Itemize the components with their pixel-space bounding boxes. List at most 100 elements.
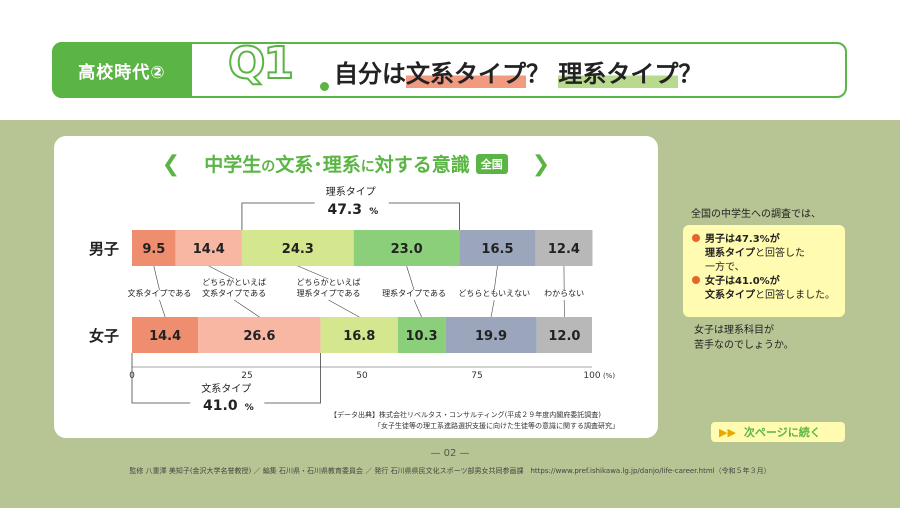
- summary-middle: 一方で、: [705, 262, 745, 273]
- annotation-unit: %: [245, 403, 254, 413]
- chart-title: ❮ 中学生の文系･理系に対する意識 全国 ❯: [0, 150, 712, 177]
- category-label: 女子: [89, 327, 119, 345]
- summary-girls-bold: 女子は41.0%が: [705, 276, 780, 287]
- chart-card: [54, 136, 658, 438]
- x-tick-label: 75: [471, 371, 482, 381]
- summary-boys-bold: 男子は47.3%が: [705, 234, 780, 245]
- chart-title-part2: の: [261, 159, 276, 175]
- bunkei-bracket: [131, 353, 321, 404]
- summary-item-boys: 男子は47.3%が: [692, 233, 837, 247]
- data-source: 【データ出典】株式会社リベルタス・コンサルティング(平成２９年度内閣府委託調査)…: [330, 410, 619, 432]
- x-tick-label: 50: [356, 371, 368, 381]
- chart-title-part3: 文系･理系: [275, 154, 361, 176]
- sidebar-outro: 女子は理系科目が 苦手なのでしょうか。: [694, 323, 794, 353]
- section-tab: 高校時代②: [52, 42, 192, 98]
- annotation-unit: %: [369, 207, 378, 217]
- next-page-label: 次ページに続く: [743, 426, 821, 439]
- bar-value-label: 16.5: [481, 242, 513, 257]
- leader-line: [406, 265, 415, 291]
- page-number: — 02 —: [430, 448, 470, 459]
- summary-boys-line2: 理系タイプと回答した: [692, 247, 837, 261]
- annotation-bg: [314, 201, 389, 218]
- bar-value-label: 24.3: [282, 242, 314, 257]
- question-number: Q1: [227, 37, 295, 90]
- series-label: どちらかといえば: [297, 278, 361, 287]
- x-tick-label: 25: [241, 371, 252, 381]
- bar-segment: [459, 230, 536, 266]
- series-label: どちらかといえば: [202, 278, 266, 287]
- annotation-label: 文系タイプ: [201, 382, 251, 395]
- summary-girls-line2: 文系タイプと回答しました。: [692, 289, 837, 303]
- leader-line: [153, 265, 160, 291]
- bar-segment: [175, 230, 242, 266]
- chart-title-part5: 対する意識: [374, 154, 470, 176]
- bar-value-label: 9.5: [142, 242, 165, 257]
- nationwide-badge: 全国: [475, 154, 508, 174]
- source-line-1: 【データ出典】株式会社リベルタス・コンサルティング(平成２９年度内閣府委託調査): [330, 411, 602, 419]
- annotation-value: 47.3: [327, 202, 362, 218]
- bar-value-label: 23.0: [391, 242, 423, 257]
- leader-line: [493, 265, 498, 291]
- question-highlight-bunkei: 文系タイプ: [406, 60, 526, 88]
- bar-segment: [535, 230, 593, 266]
- bar-segment: [536, 317, 592, 353]
- summary-note: 男子は47.3%が 理系タイプと回答した 一方で、 女子は41.0%が 文系タイ…: [683, 225, 845, 317]
- question-highlight-rikei: 理系タイプ: [558, 60, 679, 88]
- x-tick-label: 100: [583, 371, 600, 381]
- leader-line: [328, 299, 360, 318]
- bullet-icon: [692, 234, 700, 242]
- sidebar-outro-line2: 苦手なのでしょうか。: [694, 340, 794, 351]
- sidebar-intro: 全国の中学生への調査では、: [691, 209, 821, 220]
- bar-segment: [353, 230, 460, 266]
- series-label: 文系タイプである: [202, 288, 266, 298]
- bar-segment: [198, 317, 321, 353]
- section-tab-label: 高校時代②: [78, 62, 166, 83]
- series-label: どちらともいえない: [458, 289, 530, 298]
- summary-girls-type: 文系タイプ: [705, 290, 755, 301]
- bar-value-label: 12.0: [548, 329, 580, 344]
- annotation-value: 41.0: [203, 398, 238, 414]
- series-label: 理系タイプである: [297, 288, 361, 298]
- bar-value-label: 10.3: [406, 329, 438, 344]
- sidebar-outro-line1: 女子は理系科目が: [694, 325, 774, 336]
- series-label: わからない: [544, 289, 584, 298]
- bar-value-label: 26.6: [243, 329, 275, 344]
- bar-value-label: 12.4: [548, 242, 580, 257]
- bullet-icon: [692, 276, 700, 284]
- leader-line: [208, 265, 235, 280]
- leader-line: [490, 299, 495, 318]
- question-text-1: 自分は: [334, 60, 406, 88]
- question-text-3: ？: [678, 60, 703, 88]
- source-line-2: 「女子生徒等の理工系進路選択支援に向けた生徒等の意識に関する調査研究」: [374, 422, 619, 430]
- bar-segment: [132, 317, 199, 353]
- leader-line: [233, 299, 260, 318]
- chevron-left-icon: ❮: [161, 152, 181, 177]
- question-text-2: ？: [526, 60, 550, 88]
- series-label: 文系タイプである: [128, 288, 192, 298]
- bar-value-label: 19.9: [475, 329, 507, 344]
- summary-girls-rest: と回答しました。: [755, 290, 835, 301]
- bar-segment: [445, 317, 537, 353]
- summary-item-girls: 女子は41.0%が: [692, 275, 837, 289]
- footer-credits: 監修 八重澤 美知子(金沢大学名誉教授) ／ 編集 石川県・石川県教育委員会 ／…: [129, 467, 771, 475]
- bar-value-label: 14.4: [193, 242, 225, 257]
- chevron-right-icon: ❯: [531, 152, 551, 177]
- bar-value-label: 16.8: [343, 329, 375, 344]
- annotation-bg: [190, 397, 265, 414]
- next-page-button[interactable]: ▶▶ 次ページに続く: [711, 422, 845, 442]
- annotation-label: 理系タイプ: [326, 186, 376, 198]
- question-dot: [320, 82, 329, 91]
- chart-title-part1: 中学生: [204, 154, 262, 176]
- summary-boys-rest: と回答した: [755, 248, 805, 259]
- leader-line: [297, 265, 329, 280]
- bar-value-label: 14.4: [149, 329, 181, 344]
- bar-segment: [132, 230, 176, 266]
- series-label: 理系タイプである: [382, 288, 446, 298]
- bar-segment: [397, 317, 446, 353]
- chart-title-part4: に: [360, 159, 375, 175]
- question-title: 自分は文系タイプ？ 理系タイプ？: [334, 54, 702, 89]
- bar-segment: [241, 230, 354, 266]
- summary-boys-type: 理系タイプ: [705, 248, 755, 259]
- category-label: 男子: [89, 240, 119, 258]
- bar-segment: [320, 317, 398, 353]
